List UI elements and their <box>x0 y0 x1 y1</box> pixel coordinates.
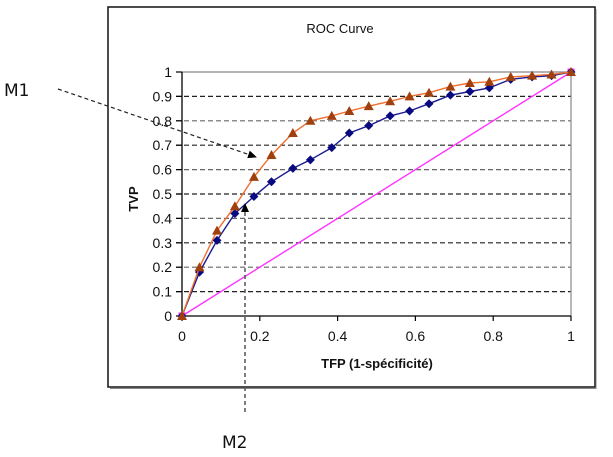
data-point-m1 <box>229 201 240 211</box>
x-tick-label: 0.2 <box>250 328 270 344</box>
y-tick-label: 0.4 <box>153 210 173 226</box>
y-tick-label: 0.5 <box>153 186 173 202</box>
x-tick-label: 1 <box>567 328 575 344</box>
x-tick-labels: 0 0.2 0.4 0.6 0.8 1 <box>178 316 575 344</box>
y-tick-label: 0.9 <box>153 88 173 104</box>
data-point-m1 <box>464 77 475 87</box>
y-tick-labels: 0 0.1 0.2 0.3 0.4 0.5 0.6 0.7 0.8 0.9 1 <box>153 64 182 324</box>
data-point-m1 <box>177 311 187 320</box>
data-point-m1 <box>305 115 316 125</box>
data-point-m1 <box>566 67 576 76</box>
y-tick-label: 0.6 <box>153 162 173 178</box>
data-point-m2 <box>230 209 240 219</box>
annotation-label-m1: M1 <box>4 81 29 101</box>
y-tick-label: 0.3 <box>153 235 173 251</box>
data-point-m1 <box>248 171 259 181</box>
x-axis-label: TFP (1-spécificité) <box>321 356 433 371</box>
data-point-m1 <box>445 81 456 91</box>
data-point-m1 <box>212 225 223 235</box>
plot-area-border <box>182 71 572 316</box>
data-point-m2 <box>385 111 395 121</box>
data-point-m2 <box>288 163 298 173</box>
data-point-m1 <box>404 91 415 101</box>
annotation-label-m2: M2 <box>222 433 247 453</box>
data-point-m2 <box>465 87 475 97</box>
data-point-m2 <box>405 106 415 116</box>
data-point-m1 <box>385 96 396 106</box>
x-tick-label: 0.4 <box>328 328 348 344</box>
series-m1 <box>177 67 576 320</box>
data-point-m1 <box>484 76 495 86</box>
y-tick-label: 0.8 <box>153 113 173 129</box>
data-point-m1 <box>424 87 435 97</box>
data-point-m2 <box>364 121 374 131</box>
y-tick-label: 0.2 <box>153 259 173 275</box>
data-point-m1 <box>527 70 538 80</box>
series-line-random <box>181 71 572 317</box>
data-point-m1 <box>344 106 355 116</box>
data-point-m1 <box>546 69 557 79</box>
data-point-m2 <box>266 177 276 187</box>
data-point-m1 <box>266 149 277 159</box>
data-point-m1 <box>363 101 374 111</box>
data-point-m1 <box>505 71 516 81</box>
y-tick-label: 0.7 <box>153 137 173 153</box>
data-point-m2 <box>305 155 315 165</box>
y-tick-label: 1 <box>164 64 172 80</box>
data-point-m1 <box>287 128 298 137</box>
data-point-m2 <box>212 235 222 245</box>
data-point-m2 <box>344 128 354 138</box>
y-tick-label: 0.1 <box>153 284 173 300</box>
data-point-m2 <box>424 99 434 109</box>
data-point-m1 <box>194 262 205 272</box>
data-point-m2 <box>327 143 337 153</box>
data-point-m2 <box>445 90 455 100</box>
chart-frame <box>107 6 596 388</box>
gridlines <box>176 95 571 293</box>
x-tick-label: 0 <box>178 328 186 344</box>
y-tick-label: 0 <box>164 308 172 324</box>
data-point-m2 <box>249 191 259 201</box>
x-tick-label: 0.6 <box>406 328 426 344</box>
chart-title: ROC Curve <box>306 21 373 36</box>
data-point-m1 <box>326 110 337 120</box>
x-tick-label: 0.8 <box>483 328 503 344</box>
y-axis-label: TVP <box>126 186 141 212</box>
